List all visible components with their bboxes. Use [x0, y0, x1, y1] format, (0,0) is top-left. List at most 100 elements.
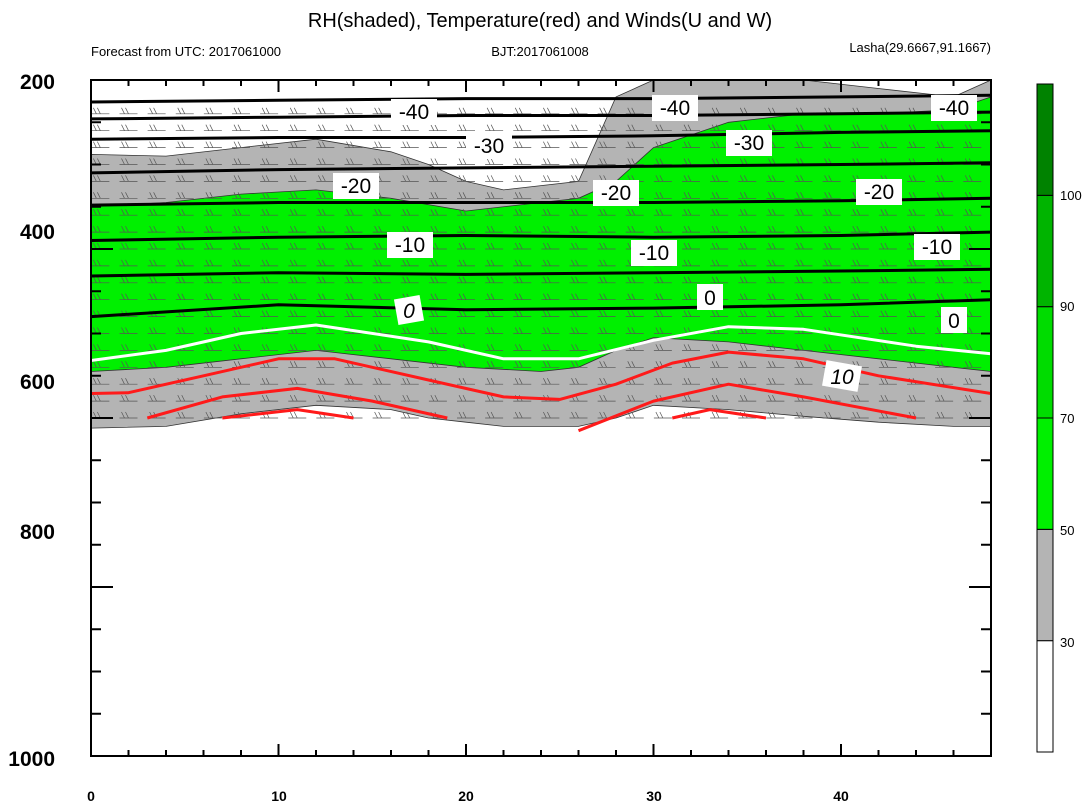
wind-barb: [288, 378, 307, 385]
colorbar-labels: 30 50 70 90 100: [1060, 188, 1082, 650]
wind-barb: [316, 361, 335, 368]
wind-barb: [428, 310, 447, 317]
wind-barb: [513, 276, 532, 284]
wind-barb: [288, 344, 307, 351]
wind-barb: [260, 293, 279, 301]
plot-area: [91, 80, 991, 433]
wind-barb: [569, 107, 588, 115]
wind-barb: [569, 209, 588, 216]
wind-barb: [400, 158, 419, 165]
wind-barb: [963, 141, 982, 148]
wind-barb: [935, 394, 954, 402]
wind-barb: [400, 327, 419, 334]
wind-barb: [878, 327, 897, 334]
wind-barb: [625, 141, 644, 148]
wind-barb: [344, 259, 363, 267]
wind-barb: [850, 344, 869, 351]
wind-barb: [316, 141, 335, 148]
wind-barb: [232, 259, 250, 267]
wind-barb: [907, 394, 925, 402]
wind-barb: [822, 276, 841, 284]
wind-barb: [175, 124, 194, 132]
wind-barb: [963, 175, 982, 182]
wind-barb: [625, 310, 644, 317]
wind-barb: [822, 124, 841, 132]
wind-barb: [232, 276, 250, 284]
wind-barb: [344, 209, 363, 216]
wind-barb: [260, 225, 279, 233]
wind-barb: [738, 209, 757, 216]
wind-barb: [569, 310, 588, 317]
wind-barb: [400, 124, 419, 132]
wind-barb: [597, 276, 616, 284]
wind-barb: [400, 209, 419, 216]
wind-barb: [878, 276, 897, 284]
wind-barb: [344, 276, 363, 284]
wind-barb: [766, 411, 785, 419]
wind-barb: [428, 361, 447, 368]
wind-barb: [822, 141, 841, 148]
isotherm-line: [91, 298, 991, 319]
wind-barb: [119, 327, 138, 334]
y-tick-label: 1000: [8, 748, 55, 771]
wind-barb: [907, 225, 925, 233]
wind-barb: [710, 175, 729, 182]
wind-barb: [794, 378, 813, 385]
wind-barb: [569, 175, 588, 182]
wind-barb: [541, 124, 560, 132]
wind-barb: [822, 225, 841, 233]
wind-barb: [597, 107, 616, 115]
wind-barb: [569, 327, 588, 334]
wind-barb: [907, 276, 925, 284]
wind-barb: [344, 158, 363, 165]
wind-barb: [766, 209, 785, 216]
wind-barb: [119, 276, 138, 284]
wind-barb: [260, 141, 279, 148]
wind-barb: [316, 327, 335, 334]
wind-barb: [91, 344, 110, 351]
wind-barb: [372, 276, 391, 284]
wind-barb: [344, 124, 363, 132]
y-tick-label: 600: [20, 371, 55, 394]
wind-barb: [91, 141, 110, 148]
wind-barb: [513, 293, 532, 301]
wind-barb: [822, 242, 841, 250]
wind-barb: [625, 225, 644, 233]
wind-barb: [850, 242, 869, 250]
wind-barb: [288, 411, 307, 419]
wind-barb: [597, 141, 616, 148]
wind-barb: [963, 259, 982, 267]
wind-barb: [203, 175, 222, 182]
wind-barb: [653, 209, 672, 216]
wind-barb: [119, 107, 138, 115]
wind-barb: [794, 209, 813, 216]
wind-barb: [316, 209, 335, 216]
x-tick-label: 10: [271, 788, 287, 804]
wind-barb: [794, 361, 813, 368]
wind-barb: [260, 242, 279, 250]
wind-barb: [653, 192, 672, 199]
wind-barb: [710, 411, 729, 419]
wind-barb: [485, 411, 504, 419]
wind-barb: [935, 361, 954, 368]
wind-barb: [513, 192, 532, 199]
wind-barb: [597, 394, 616, 402]
wind-barb: [850, 276, 869, 284]
wind-barb: [457, 107, 475, 115]
colorbar-label: 50: [1060, 523, 1074, 538]
wind-barb: [203, 124, 222, 132]
svg-text:-10: -10: [639, 242, 669, 265]
wind-barb: [513, 175, 532, 182]
wind-barb: [119, 141, 138, 148]
wind-barb: [232, 225, 250, 233]
wind-barb: [288, 175, 307, 182]
isotherm-line: [91, 267, 991, 278]
wind-barb: [878, 361, 897, 368]
wind-barb: [794, 276, 813, 284]
wind-barb: [203, 225, 222, 233]
wind-barb: [344, 293, 363, 301]
wind-barb: [119, 259, 138, 267]
isotherm-labels: -40 -40 -40 -30 -30 -20 -20 -20 -10 -10 …: [333, 95, 977, 392]
wind-barb: [457, 310, 475, 317]
